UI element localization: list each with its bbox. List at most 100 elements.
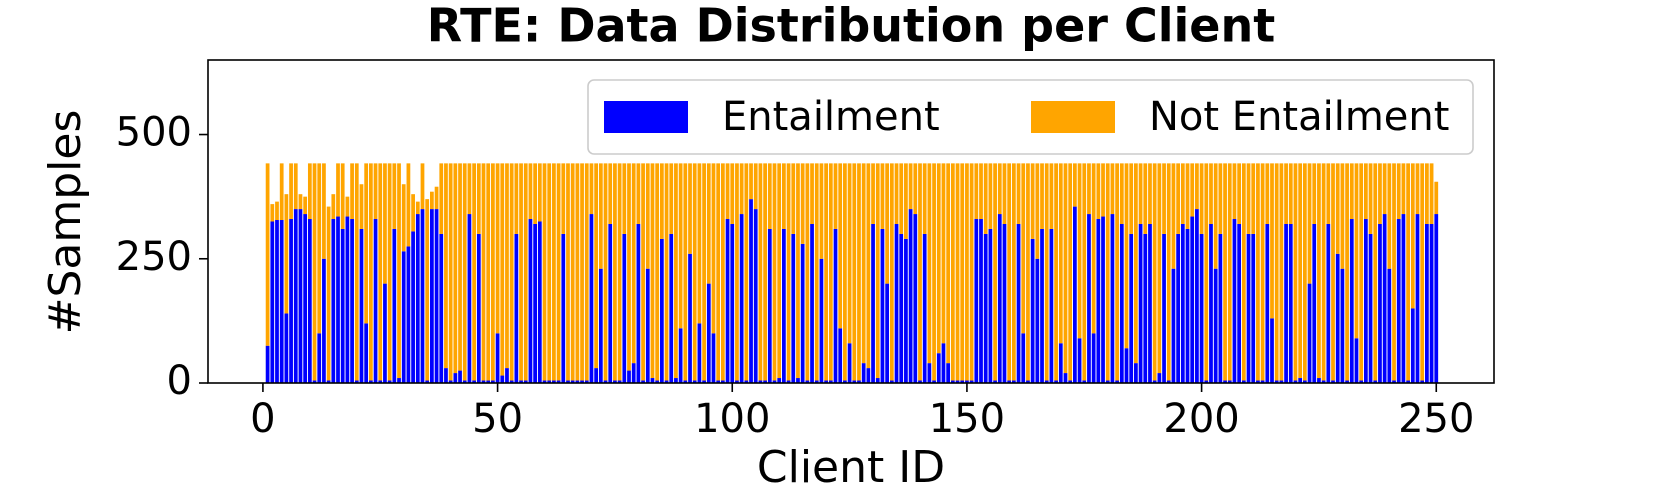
bar-segment	[514, 233, 519, 383]
bar-segment	[1317, 378, 1321, 383]
bar-segment	[1401, 163, 1406, 215]
bar-segment	[692, 380, 697, 383]
bar-segment	[706, 283, 711, 383]
bar-segment	[1082, 380, 1087, 383]
bar-segment	[716, 380, 721, 383]
x-tick-label: 200	[1163, 396, 1239, 442]
legend-label: Entailment	[722, 94, 940, 140]
chart-title: RTE: Data Distribution per Client	[427, 0, 1275, 53]
bar-segment	[476, 163, 481, 234]
x-tick-label: 100	[694, 396, 770, 442]
bar-segment	[453, 163, 458, 374]
bar-segment	[392, 163, 397, 229]
bar-segment	[1152, 380, 1157, 383]
bar-segment	[293, 163, 298, 210]
bar-segment	[918, 163, 922, 381]
bar-segment	[307, 219, 312, 383]
bar-segment	[1119, 163, 1124, 224]
bar-segment	[711, 333, 716, 383]
bar-segment	[1190, 216, 1195, 383]
bar-segment	[786, 380, 791, 383]
bar-segment	[448, 163, 453, 381]
bar-segment	[1382, 214, 1387, 383]
bar-segment	[542, 380, 547, 383]
bar-segment	[584, 380, 589, 383]
bar-segment	[950, 163, 955, 381]
bar-segment	[617, 163, 622, 381]
bar-segment	[1054, 163, 1058, 381]
bar-segment	[345, 216, 350, 383]
bar-segment	[838, 163, 843, 329]
bar-segment	[1354, 163, 1359, 339]
bar-segment	[429, 191, 434, 210]
bar-segment	[566, 163, 570, 381]
bar-segment	[730, 163, 735, 224]
bar-segment	[758, 163, 763, 381]
bar-segment	[561, 163, 566, 234]
bar-segment	[1279, 380, 1284, 383]
bar-segment	[570, 163, 575, 381]
bar-segment	[1223, 163, 1227, 381]
bar-segment	[1288, 223, 1293, 383]
bar-segment	[1096, 219, 1101, 383]
bar-segment	[777, 378, 782, 383]
bar-segment	[1213, 268, 1218, 383]
bar-segment	[1030, 238, 1035, 383]
bar-segment	[965, 380, 969, 383]
bar-segment	[415, 201, 420, 215]
bar-segment	[960, 380, 965, 383]
bar-segment	[927, 363, 932, 383]
bar-segment	[979, 219, 983, 383]
bar-segment	[674, 163, 678, 379]
bar-segment	[1373, 163, 1378, 381]
bar-segment	[1049, 163, 1054, 229]
bar-segment	[627, 370, 631, 383]
bar-segment	[387, 380, 392, 383]
bar-segment	[322, 258, 326, 383]
bar-segment	[1270, 318, 1274, 383]
legend-box	[587, 79, 1474, 155]
bar-segment	[1119, 223, 1124, 383]
bar-segment	[1387, 163, 1392, 269]
bar-segment	[1359, 163, 1364, 381]
bar-segment	[1021, 163, 1026, 334]
bar-segment	[1368, 233, 1373, 383]
bar-segment	[974, 163, 979, 220]
bar-segment	[1293, 163, 1298, 381]
bar-segment	[368, 380, 373, 383]
bar-segment	[613, 380, 617, 383]
bar-segment	[847, 163, 852, 344]
bar-segment	[997, 163, 1002, 215]
bar-segment	[467, 163, 472, 215]
bar-segment	[871, 223, 875, 383]
bar-segment	[847, 343, 852, 383]
bar-segment	[1406, 380, 1410, 383]
bar-segment	[645, 163, 650, 269]
bar-segment	[1016, 223, 1021, 383]
bar-segment	[1138, 223, 1143, 383]
bar-segment	[444, 163, 448, 369]
bar-segment	[1101, 216, 1105, 383]
bar-segment	[537, 163, 542, 222]
bar-segment	[1241, 163, 1246, 381]
bar-segment	[1349, 219, 1354, 383]
bar-segment	[819, 258, 824, 383]
bar-segment	[1232, 163, 1237, 220]
bar-segment	[791, 233, 796, 383]
bar-segment	[1425, 223, 1429, 383]
bar-segment	[706, 163, 711, 284]
bar-segment	[1002, 163, 1007, 224]
bar-segment	[753, 209, 758, 383]
bar-segment	[810, 223, 814, 383]
bar-segment	[425, 380, 430, 383]
bar-segment	[857, 163, 861, 381]
bar-segment	[580, 163, 584, 381]
bar-segment	[1410, 308, 1415, 383]
x-tick-label: 0	[250, 396, 275, 442]
bar-segment	[1363, 219, 1368, 383]
bar-segment	[749, 163, 753, 200]
bar-segment	[603, 380, 608, 383]
y-tick-label: 500	[116, 110, 192, 156]
bar-segment	[1204, 380, 1209, 383]
bar-segment	[1434, 214, 1439, 383]
